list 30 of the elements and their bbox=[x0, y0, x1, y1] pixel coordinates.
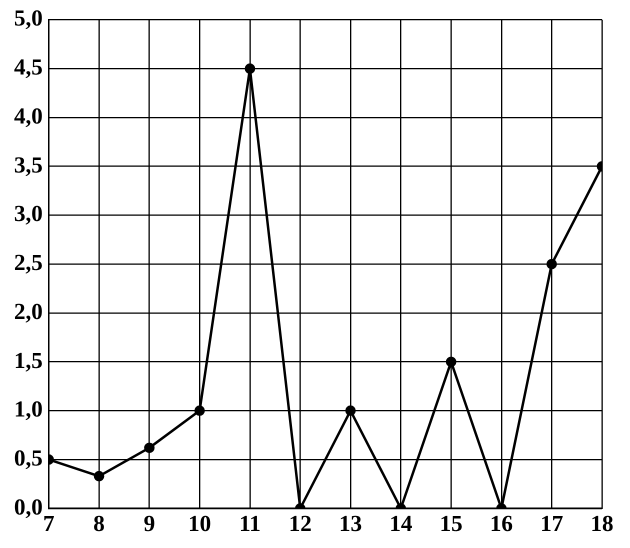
y-tick-label: 1,0 bbox=[14, 396, 43, 422]
y-tick-label: 1,5 bbox=[14, 348, 43, 373]
x-tick-label: 9 bbox=[144, 511, 156, 536]
x-tick-label: 18 bbox=[590, 511, 614, 536]
x-tick-label: 7 bbox=[43, 511, 54, 536]
point bbox=[244, 63, 256, 74]
point bbox=[144, 442, 155, 454]
x-tick-label: 14 bbox=[389, 511, 413, 536]
point bbox=[194, 405, 205, 416]
x-tick-label: 16 bbox=[490, 511, 513, 536]
x-tick-label: 11 bbox=[239, 511, 261, 536]
x-tick-label: 12 bbox=[288, 511, 312, 536]
x-tick-label: 17 bbox=[540, 511, 564, 536]
y-tick-label: 0,5 bbox=[14, 445, 43, 470]
point bbox=[345, 405, 356, 416]
y-tick-label: 5,0 bbox=[14, 6, 43, 31]
y-tick-label: 4,0 bbox=[14, 103, 43, 128]
y-tick-label: 3,5 bbox=[14, 152, 43, 178]
x-tick-label: 8 bbox=[93, 511, 105, 536]
x-tick-label: 13 bbox=[339, 511, 362, 536]
y-tick-label: 2,0 bbox=[14, 298, 43, 324]
y-tick-label: 3,0 bbox=[14, 201, 43, 226]
x-tick-label: 10 bbox=[188, 511, 212, 536]
y-tick-label: 2,5 bbox=[14, 250, 43, 276]
point bbox=[94, 470, 104, 482]
point bbox=[546, 258, 557, 270]
y-tick-label: 0,0 bbox=[14, 494, 43, 520]
y-tick-label: 4,5 bbox=[14, 54, 43, 80]
point bbox=[446, 356, 456, 368]
x-tick-label: 15 bbox=[440, 511, 463, 536]
